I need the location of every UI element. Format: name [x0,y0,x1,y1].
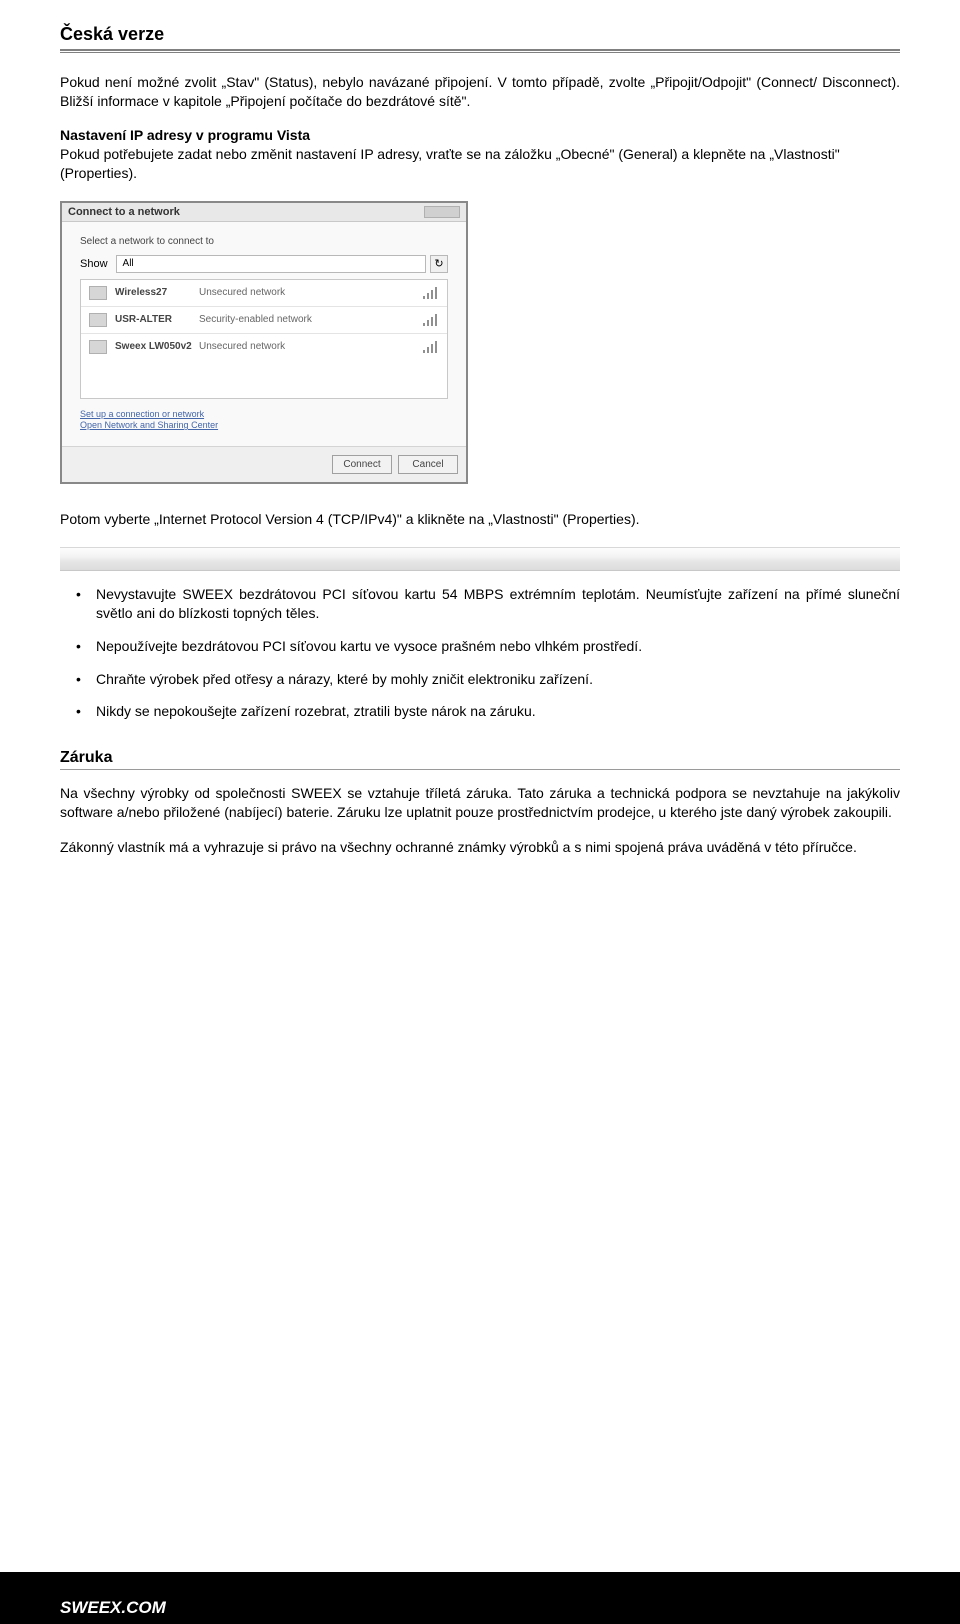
warranty-paragraph-1: Na všechny výrobky od společnosti SWEEX … [60,784,900,822]
network-icon [89,340,107,354]
setup-connection-link[interactable]: Set up a connection or network [80,409,448,421]
network-name: Wireless27 [115,287,199,298]
network-security: Security-enabled network [199,314,423,325]
open-network-center-link[interactable]: Open Network and Sharing Center [80,420,448,432]
page-footer: SWEEX.COM [0,1572,960,1624]
bullet-item: Nevystavujte SWEEX bezdrátovou PCI síťov… [96,585,900,623]
bullet-item: Nepoužívejte bezdrátovou PCI síťovou kar… [96,637,900,656]
intro-paragraph: Pokud není možné zvolit „Stav" (Status),… [60,73,900,111]
network-name: USR-ALTER [115,314,199,325]
footer-brand: SWEEX.COM [60,1598,166,1618]
bullet-item: Nikdy se nepokoušejte zařízení rozebrat,… [96,702,900,721]
signal-icon [423,341,439,353]
network-security: Unsecured network [199,341,423,352]
warranty-heading: Záruka [60,749,900,770]
network-row[interactable]: Sweex LW050v2 Unsecured network [81,334,447,360]
refresh-icon: ↻ [434,257,443,270]
connect-network-dialog: Connect to a network Select a network to… [60,201,468,484]
show-select-value: All [123,258,134,269]
network-row[interactable]: USR-ALTER Security-enabled network [81,307,447,334]
network-row[interactable]: Wireless27 Unsecured network [81,280,447,307]
dialog-title: Connect to a network [68,206,180,218]
network-name: Sweex LW050v2 [115,341,199,352]
document-header: Česká verze [60,24,900,45]
network-security: Unsecured network [199,287,423,298]
cancel-button[interactable]: Cancel [398,455,458,474]
after-dialog-text: Potom vyberte „Internet Protocol Version… [60,510,900,529]
show-select[interactable]: All [116,255,426,273]
gradient-section-header [60,547,900,571]
vista-section-text: Pokud potřebujete zadat nebo změnit nast… [60,145,900,183]
network-icon [89,286,107,300]
header-rule [60,49,900,53]
refresh-button[interactable]: ↻ [430,255,448,273]
warranty-paragraph-2: Zákonný vlastník má a vyhrazuje si právo… [60,838,900,857]
safety-bullets: Nevystavujte SWEEX bezdrátovou PCI síťov… [60,585,900,721]
dialog-window-controls[interactable] [424,206,460,218]
bullet-item: Chraňte výrobek před otřesy a nárazy, kt… [96,670,900,689]
dialog-titlebar: Connect to a network [62,203,466,222]
signal-icon [423,287,439,299]
network-list: Wireless27 Unsecured network USR-ALTER S… [80,279,448,399]
network-icon [89,313,107,327]
connect-button[interactable]: Connect [332,455,392,474]
show-label: Show [80,258,108,270]
signal-icon [423,314,439,326]
dialog-links: Set up a connection or network Open Netw… [80,409,448,432]
vista-section-title: Nastavení IP adresy v programu Vista [60,127,900,143]
dialog-select-label: Select a network to connect to [80,236,448,247]
